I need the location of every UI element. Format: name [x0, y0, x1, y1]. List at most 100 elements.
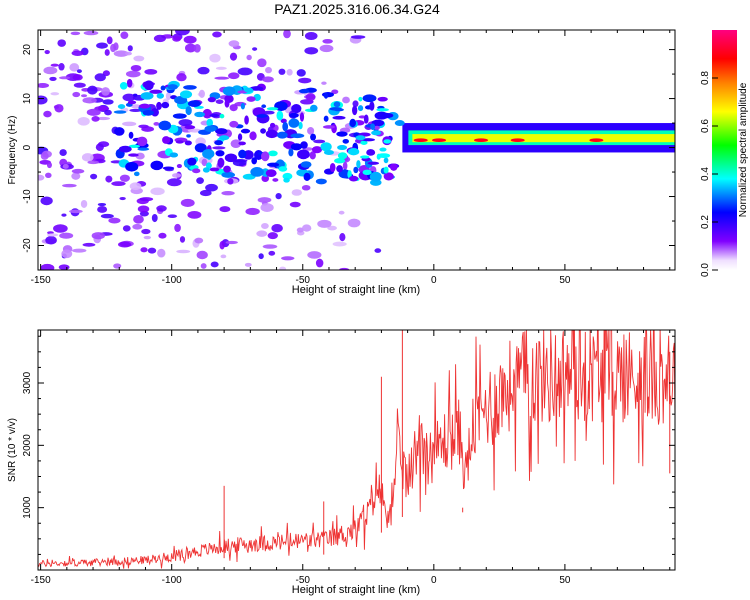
spectrogram-noise-blob: [296, 69, 306, 77]
spectrogram-noise-blob: [319, 44, 334, 53]
spectrogram-cluster-blob: [161, 101, 170, 109]
spectrogram-noise-blob: [342, 96, 350, 104]
spectrogram-noise-blob: [228, 72, 240, 80]
spectrogram-noise-blob: [200, 263, 207, 269]
spectrogram-cluster-blob: [357, 105, 364, 112]
spectrogram-noise-blob: [122, 225, 131, 232]
spectrogram-cluster-blob: [369, 171, 382, 182]
spectrogram-cluster-core: [355, 135, 366, 141]
spectrogram-noise-blob: [176, 73, 187, 82]
spectrogram-noise-blob: [228, 40, 240, 47]
spectrogram-noise-blob: [258, 253, 264, 260]
spectrogram-noise-blob: [196, 250, 208, 260]
spectrogram-noise-blob: [62, 163, 69, 169]
spectrogram-noise-blob: [96, 42, 108, 49]
spectrogram-noise-blob: [232, 159, 247, 167]
spectrogram-noise-blob: [201, 158, 208, 167]
spectrogram-noise-blob: [113, 42, 119, 51]
spectrogram-cluster-blob: [336, 165, 343, 173]
spectrogram-cluster-blob: [138, 103, 151, 109]
spectrogram-noise-blob: [286, 68, 293, 76]
spectrogram-cluster-blob: [283, 177, 290, 183]
spectrogram-noise-blob: [219, 206, 231, 213]
signal-peak: [413, 138, 428, 143]
spectrogram-cluster-blob: [360, 140, 368, 145]
spectrogram-noise-blob: [304, 47, 319, 55]
spectrogram-cluster-blob: [162, 166, 175, 170]
spectrogram-noise-blob: [120, 31, 129, 40]
spectrogram-noise-blob: [102, 99, 114, 105]
spectrogram-noise-blob: [90, 173, 98, 180]
spectrogram-noise-blob: [125, 51, 132, 56]
spectrogram-cluster-blob: [342, 161, 348, 170]
spectrogram-noise-blob: [38, 83, 50, 89]
snr-xtick-label: -150: [31, 575, 51, 586]
spectrogram-cluster-blob: [128, 131, 134, 139]
spectrogram-cluster-blob: [282, 121, 289, 132]
spectrogram-noise-blob: [298, 77, 312, 84]
spectrogram-noise-blob: [91, 115, 100, 122]
spectrogram-noise-blob: [40, 152, 49, 160]
spectrogram-ylabel: Frequency (Hz): [7, 116, 18, 185]
spectrogram-noise-blob: [83, 30, 99, 36]
spectrogram-cluster-blob: [221, 171, 236, 178]
colorbar: 0.0 0.2 0.4 0.6 0.8 Normalized spectral ampl…: [700, 30, 749, 277]
spectrogram-noise-blob: [125, 70, 141, 78]
spectrogram-cluster-blob: [224, 153, 238, 163]
spectrogram-noise-blob: [50, 63, 59, 67]
spectrogram-cluster-blob: [187, 157, 197, 166]
spectrogram-noise-blob: [82, 97, 97, 104]
spectrogram-cluster-blob: [337, 152, 348, 160]
spectrogram-noise-blob: [70, 31, 81, 36]
spectrogram-cluster-blob: [126, 78, 133, 88]
spectrogram-noise-blob: [172, 36, 182, 42]
signal-peak: [432, 138, 447, 143]
spectrogram-noise-blob: [230, 139, 242, 148]
snr-axes: -150 -100 -50 0 50 1000 2000 3000: [22, 330, 675, 586]
spectrogram-cluster-blob: [187, 100, 201, 108]
spectrogram-noise-blob: [105, 175, 113, 183]
spectrogram-noise-blob: [133, 55, 145, 62]
spectrogram-noise-blob: [278, 68, 286, 75]
spectrogram-noise-blob: [281, 256, 295, 261]
spectrogram-noise-blob: [137, 205, 150, 213]
spectrogram-cluster-blob: [237, 133, 243, 141]
spectrogram-noise-blob: [96, 116, 111, 121]
spectrogram-noise-blob: [304, 31, 318, 41]
spectrogram-noise-blob: [73, 82, 86, 88]
spectrogram-cluster-blob: [373, 125, 380, 130]
spectrogram-noise-blob: [71, 168, 85, 174]
colorbar-tick-label: 0.6: [700, 119, 711, 133]
spectrogram-cluster-blob: [348, 175, 359, 182]
spectrogram-cluster-core: [371, 130, 382, 136]
spec-xtick-label: -50: [296, 275, 311, 286]
spectrogram-noise-blob: [147, 247, 157, 254]
spectrogram-cluster-blob: [323, 115, 329, 122]
spectrogram-cluster-blob: [202, 108, 212, 119]
spectrogram-noise-blob: [275, 193, 282, 200]
signal-band-onset: [394, 120, 405, 127]
spectrogram-noise-blob: [262, 244, 278, 249]
spectrogram-cluster-blob: [209, 167, 220, 172]
spectrogram-noise-blob: [219, 240, 225, 250]
spectrogram-cluster-blob: [244, 115, 249, 125]
spectrogram-noise-blob: [113, 50, 129, 57]
spectrogram-cluster-blob: [214, 140, 224, 146]
spectrogram-noise-blob: [61, 249, 73, 259]
snr-plot-area: [38, 330, 675, 569]
spectrogram-noise-blob: [119, 174, 130, 182]
spectrogram-cluster-blob: [184, 140, 192, 146]
spectrogram-noise-blob: [95, 143, 104, 152]
spectrogram-noise-blob: [43, 66, 58, 75]
spectrogram-cluster-blob: [333, 101, 341, 108]
spectrogram-noise-blob: [91, 232, 106, 240]
spectrogram-noise-blob: [53, 224, 68, 233]
spectrogram-noise-blob: [301, 184, 311, 191]
spectrogram-noise-blob: [69, 63, 80, 72]
spec-xtick-label: 50: [559, 275, 571, 286]
spectrogram-cluster-blob: [383, 157, 389, 164]
spectrogram-cluster-blob: [278, 166, 288, 172]
snr-series-line: [38, 330, 675, 569]
signal-peak: [510, 138, 525, 143]
spectrogram-noise-blob: [87, 160, 100, 165]
